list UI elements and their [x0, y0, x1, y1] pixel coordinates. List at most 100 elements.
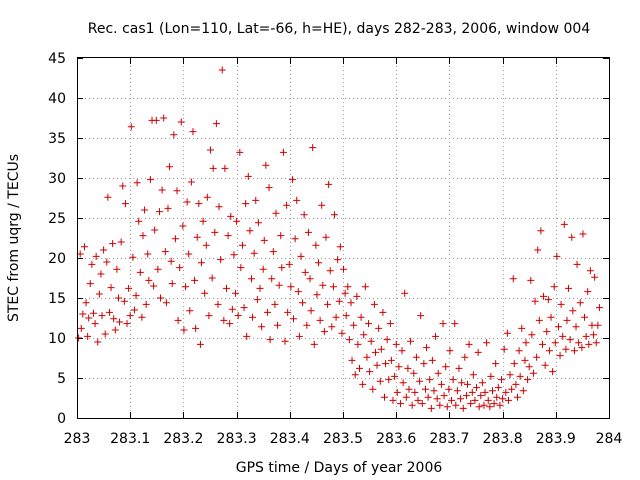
data-point: [117, 238, 125, 246]
data-point: [510, 360, 518, 368]
data-point: [407, 337, 415, 345]
data-point: [240, 304, 248, 312]
data-point: [316, 316, 324, 324]
data-point: [453, 387, 461, 395]
data-point: [120, 297, 128, 305]
x-tick-label: 283.1: [110, 431, 150, 447]
data-point: [465, 340, 473, 348]
data-point: [459, 404, 467, 412]
data-point: [524, 376, 532, 384]
data-point: [103, 258, 111, 266]
data-point: [113, 265, 121, 273]
data-point: [443, 403, 451, 411]
data-point: [341, 289, 349, 297]
y-tick-label: 10: [48, 331, 66, 347]
data-point: [494, 384, 502, 392]
data-point: [492, 360, 500, 368]
data-point: [260, 236, 268, 244]
data-point: [387, 356, 395, 364]
data-point: [544, 296, 552, 304]
data-point: [114, 294, 122, 302]
data-point: [565, 284, 573, 292]
data-point: [521, 356, 529, 364]
data-point: [101, 330, 109, 338]
data-point: [579, 230, 587, 238]
data-point: [218, 66, 226, 74]
data-point: [371, 348, 379, 356]
data-point: [187, 178, 195, 186]
data-point: [481, 388, 489, 396]
data-point: [202, 241, 210, 249]
data-point: [226, 320, 234, 328]
data-point: [290, 315, 298, 323]
data-point: [540, 292, 548, 300]
data-point: [227, 212, 235, 220]
data-point: [361, 283, 369, 291]
data-point: [319, 281, 327, 289]
data-point: [568, 233, 576, 241]
data-point: [125, 284, 133, 292]
data-point: [236, 148, 244, 156]
data-point: [398, 347, 406, 355]
data-point: [570, 347, 578, 355]
data-point: [483, 339, 491, 347]
data-point: [127, 123, 135, 131]
data-point: [529, 369, 537, 377]
data-point: [338, 329, 346, 337]
data-point: [95, 290, 103, 298]
data-point: [230, 251, 238, 259]
data-point: [393, 388, 401, 396]
data-point: [151, 226, 159, 234]
data-point: [332, 313, 340, 321]
data-point: [234, 312, 242, 320]
data-point: [584, 288, 592, 296]
data-point: [152, 116, 160, 124]
data-point: [545, 347, 553, 355]
data-point: [471, 396, 479, 404]
data-point: [232, 289, 240, 297]
data-point: [525, 363, 533, 371]
data-point: [208, 274, 216, 282]
data-point: [350, 321, 358, 329]
data-point: [379, 308, 387, 316]
data-point: [278, 264, 286, 272]
data-point: [295, 332, 303, 340]
data-point: [500, 345, 508, 353]
data-point: [328, 323, 336, 331]
data-point: [199, 217, 207, 225]
data-point: [357, 313, 365, 321]
data-point: [250, 249, 258, 257]
data-point: [342, 312, 350, 320]
data-point: [582, 332, 590, 340]
data-point: [284, 308, 292, 316]
data-point: [461, 353, 469, 361]
data-point: [575, 339, 583, 347]
data-point: [508, 385, 516, 393]
data-point: [158, 186, 166, 194]
data-point: [426, 376, 434, 384]
x-tick-label: 283.7: [429, 431, 469, 447]
data-point: [293, 196, 301, 204]
data-point: [588, 321, 596, 329]
data-point: [506, 371, 514, 379]
x-tick-label: 283.6: [376, 431, 416, 447]
data-point: [306, 275, 314, 283]
data-point: [330, 211, 338, 219]
data-point: [442, 363, 450, 371]
y-tick-label: 35: [48, 131, 66, 147]
data-point: [107, 284, 115, 292]
data-point: [365, 320, 373, 328]
data-point: [129, 253, 137, 261]
data-point: [502, 388, 510, 396]
data-point: [224, 232, 232, 240]
data-point: [569, 307, 577, 315]
data-point: [189, 128, 197, 136]
data-point: [186, 307, 194, 315]
data-point: [348, 356, 356, 364]
data-point: [171, 235, 179, 243]
data-point: [285, 260, 293, 268]
data-point: [86, 280, 94, 288]
data-point: [299, 299, 307, 307]
data-point: [473, 384, 481, 392]
data-point: [347, 299, 355, 307]
